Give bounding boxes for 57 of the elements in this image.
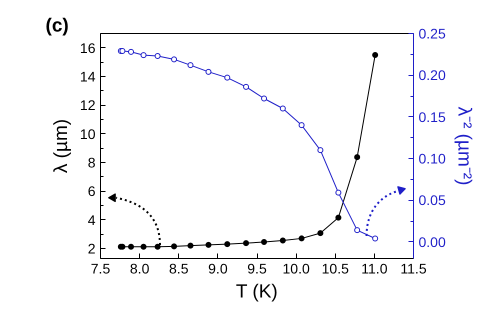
point <box>354 154 360 160</box>
point <box>154 244 161 250</box>
x-tick-label: 9.0 <box>208 260 228 276</box>
y-tick-label: 8 <box>88 154 96 170</box>
point <box>372 236 378 242</box>
point <box>187 242 194 249</box>
x-tick-label: 10.0 <box>282 260 310 276</box>
y-tick-label: 6 <box>88 183 96 200</box>
y-tick-label: 14 <box>80 68 96 84</box>
y-tick-label: 16 <box>80 40 96 56</box>
y-tick-label: 12 <box>80 97 96 114</box>
x-tick-label: 8.5 <box>169 260 189 276</box>
point <box>243 240 250 246</box>
point <box>317 230 324 236</box>
y2-tick-label: 0.15 <box>418 108 446 125</box>
point <box>171 243 178 250</box>
point <box>171 56 178 62</box>
point <box>280 106 286 112</box>
point <box>335 190 342 196</box>
point <box>128 48 134 55</box>
y2-axis-title: λ⁻² (µm⁻²) <box>454 106 475 186</box>
point <box>140 52 147 58</box>
y2-tick-label: 0.10 <box>418 150 446 166</box>
point <box>140 244 147 250</box>
point <box>372 52 378 58</box>
point <box>224 241 230 248</box>
point <box>261 239 268 246</box>
x-axis-title: T (K) <box>236 282 278 302</box>
point <box>154 53 161 59</box>
x-tick-label: 11.5 <box>400 260 427 276</box>
y2-tick-label: 0.20 <box>418 67 446 84</box>
point <box>128 244 134 250</box>
x-tick-label: 7.5 <box>90 260 110 276</box>
x-tick-label: 8.0 <box>130 260 150 276</box>
point <box>243 84 250 90</box>
point <box>335 214 342 221</box>
y2-tick-label: 0.00 <box>418 234 446 250</box>
y-axis-title: λ (µm) <box>50 118 72 174</box>
point <box>205 68 212 75</box>
x-tick-label: 11.0 <box>361 260 388 276</box>
point <box>187 62 194 68</box>
x-tick-label: 9.5 <box>247 260 267 276</box>
point <box>205 242 212 248</box>
point <box>261 96 268 102</box>
y2-tick-label: 0.25 <box>418 26 446 42</box>
point <box>298 122 305 128</box>
point <box>354 227 360 234</box>
x-tick-label: 10.5 <box>322 260 350 276</box>
y-tick-label: 4 <box>88 212 96 228</box>
chart-title: (c) <box>46 16 69 36</box>
y-tick-label: 10 <box>80 126 96 142</box>
y2-tick-label: 0.05 <box>418 192 446 208</box>
y-tick-label: 2 <box>88 240 96 256</box>
point <box>317 147 324 154</box>
point <box>280 237 286 244</box>
point <box>298 235 305 242</box>
point <box>224 74 230 81</box>
